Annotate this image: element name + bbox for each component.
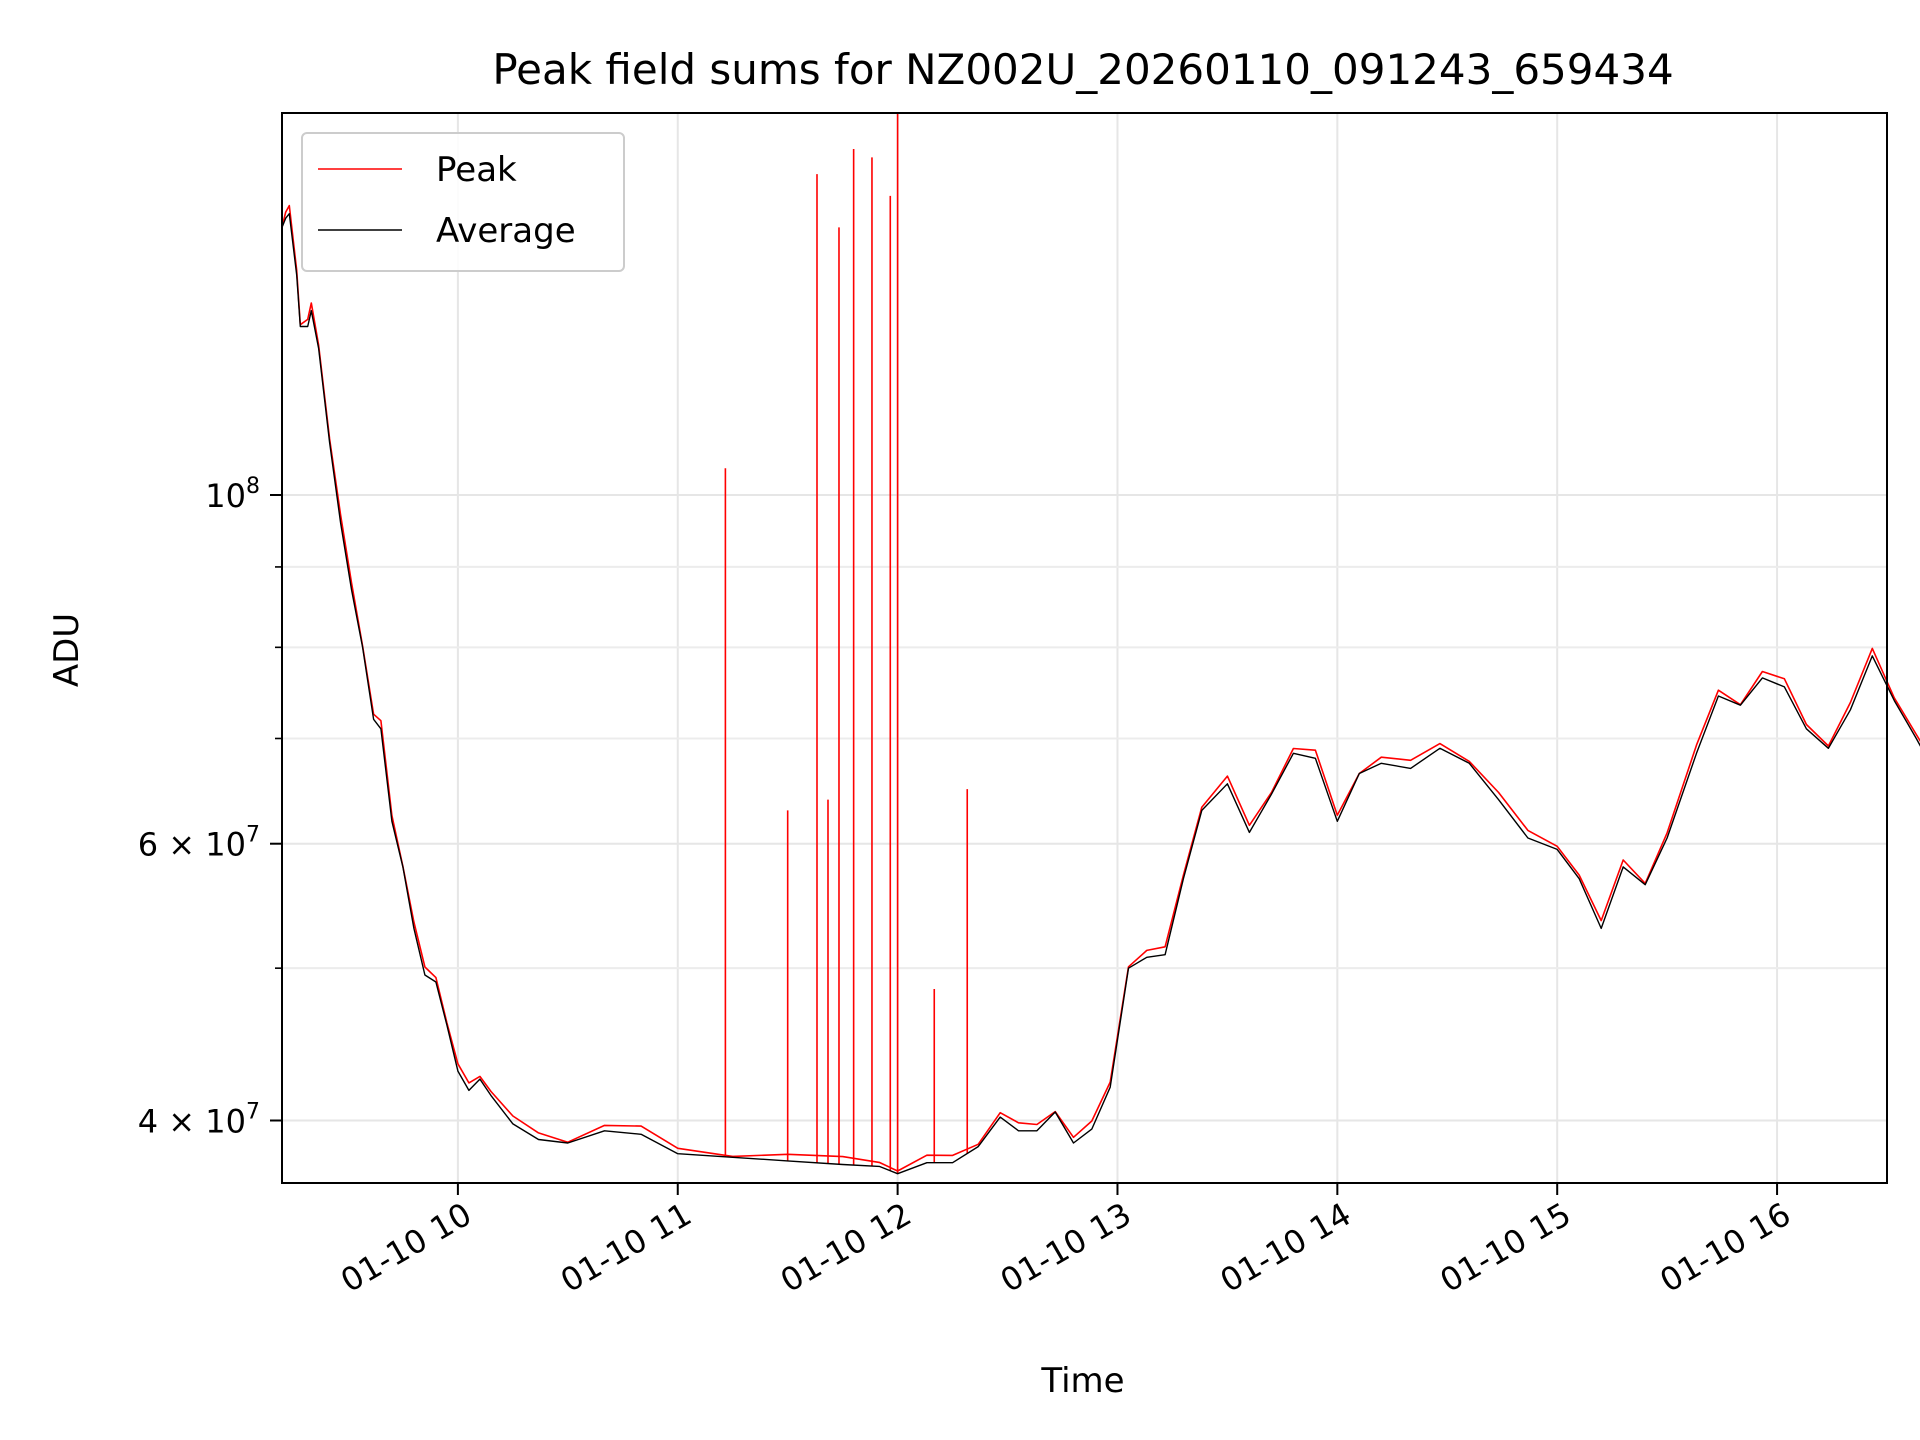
- series-line-average: [281, 213, 1920, 1175]
- legend: Peak Average: [301, 132, 625, 272]
- legend-box: [301, 132, 625, 272]
- plot-area: [281, 113, 1920, 1175]
- y-axis-label: ADU: [47, 613, 87, 687]
- y-tick-label: 108: [205, 474, 260, 515]
- y-tick-label: 6 × 107: [138, 823, 260, 864]
- legend-label-average: Average: [436, 211, 576, 251]
- x-axis-label: Time: [1040, 1361, 1124, 1401]
- chart-title: Peak field sums for NZ002U_20260110_0912…: [492, 45, 1673, 94]
- legend-label-peak: Peak: [436, 150, 517, 190]
- y-tick-label: 4 × 107: [138, 1099, 260, 1140]
- series-line-peak: [281, 204, 1920, 1172]
